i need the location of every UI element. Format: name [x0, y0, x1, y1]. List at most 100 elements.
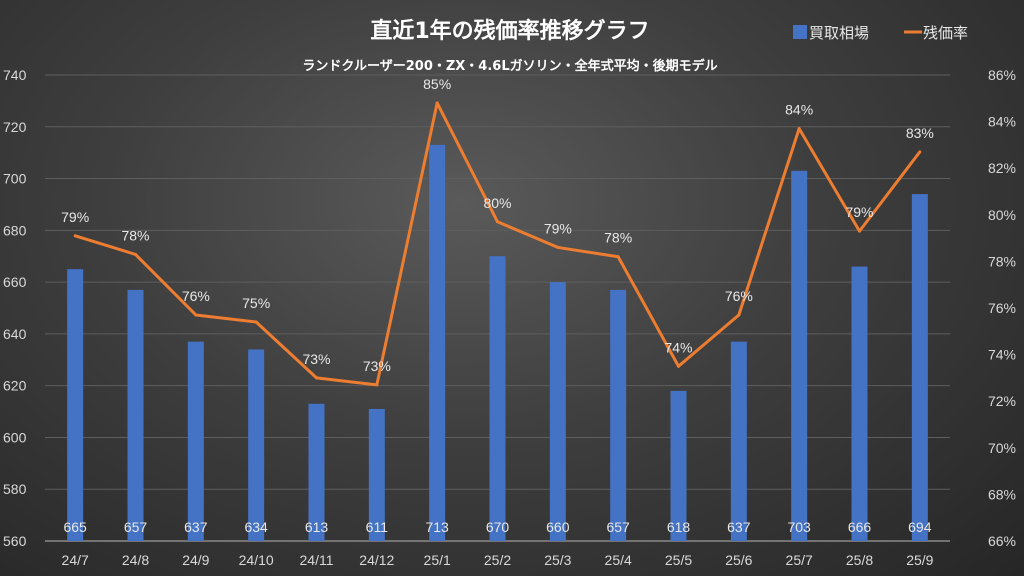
bar — [610, 289, 627, 541]
bar-data-label: 666 — [848, 519, 872, 535]
line-point — [435, 101, 439, 105]
line-point — [73, 234, 77, 238]
y-right-tick-label: 84% — [988, 114, 1016, 130]
line-series — [73, 101, 922, 387]
line-data-label: 79% — [61, 209, 89, 225]
bar-data-label: 637 — [184, 519, 208, 535]
bar — [187, 341, 204, 541]
x-tick-label: 24/10 — [239, 552, 274, 568]
bar — [549, 282, 566, 541]
y-right-tick-label: 68% — [988, 486, 1016, 502]
bar — [670, 390, 687, 541]
bar — [248, 349, 265, 541]
x-tick-label: 25/3 — [544, 552, 571, 568]
line-point — [858, 229, 861, 233]
x-tick-label: 24/8 — [122, 552, 149, 568]
line-data-label: 85% — [423, 76, 451, 92]
line-point — [918, 150, 922, 154]
line-data-label: 74% — [664, 339, 692, 355]
bar-data-label: 694 — [908, 519, 932, 535]
line-point — [556, 245, 560, 249]
bar — [911, 194, 928, 542]
bar-data-label: 665 — [63, 519, 87, 535]
line-point — [797, 127, 801, 131]
y-axis-left: 560 580 600 620 640 660 680 700 720 740 — [3, 67, 27, 549]
bar-data-label: 637 — [727, 519, 751, 535]
y-right-tick-label: 72% — [988, 393, 1016, 409]
line-point — [496, 220, 499, 224]
x-tick-label: 24/9 — [182, 552, 209, 568]
line-data-label: 83% — [906, 125, 934, 141]
x-tick-label: 24/12 — [359, 552, 394, 568]
line-data-label: 73% — [363, 358, 391, 374]
bar-data-label: 660 — [546, 519, 570, 535]
bar — [791, 170, 808, 542]
legend-swatch-bar — [793, 25, 807, 39]
bar-data-label: 657 — [124, 519, 148, 535]
y-right-tick-label: 76% — [988, 300, 1016, 316]
legend-label-bar: 買取相場 — [809, 24, 869, 42]
bar-series — [67, 144, 928, 542]
y-right-tick-label: 82% — [988, 160, 1016, 176]
bar-data-label: 611 — [366, 519, 389, 535]
line-data-labels: 79% 78% 76% 75% 73% 73% 85% 80% 79% 78% 74% 76% 84% 7… — [61, 76, 934, 374]
bar — [127, 289, 144, 541]
x-tick-label: 25/9 — [906, 552, 933, 568]
x-tick-label: 25/4 — [605, 552, 632, 568]
bar — [489, 256, 506, 541]
y-right-tick-label: 78% — [988, 253, 1016, 269]
line-data-label: 79% — [544, 220, 572, 236]
bar-data-label: 634 — [244, 519, 268, 535]
bar — [308, 403, 325, 541]
y-left-tick-label: 560 — [3, 533, 27, 549]
line-data-label: 84% — [785, 102, 813, 118]
y-right-tick-label: 66% — [988, 533, 1016, 549]
x-tick-label: 25/7 — [786, 552, 813, 568]
y-right-tick-label: 74% — [988, 347, 1016, 363]
y-right-tick-label: 86% — [988, 67, 1016, 83]
x-axis: 24/7 24/8 24/9 24/10 24/11 24/12 25/1 25/2 25/3 2… — [62, 552, 934, 568]
bar-data-label: 613 — [305, 519, 329, 535]
bar-data-label: 670 — [486, 519, 510, 535]
line-point — [194, 313, 198, 317]
y-left-tick-label: 580 — [3, 481, 27, 497]
bar-data-label: 703 — [787, 519, 811, 535]
y-right-tick-label: 80% — [988, 207, 1016, 223]
y-left-tick-label: 740 — [3, 67, 27, 83]
bar-data-label: 713 — [425, 519, 449, 535]
chart-subtitle: ランドクルーザー200・ZX・4.6Lガソリン・全年式平均・後期モデル — [302, 58, 717, 74]
line-point — [737, 313, 741, 317]
bar — [429, 144, 446, 541]
line-data-label: 78% — [121, 227, 149, 243]
x-tick-label: 25/8 — [846, 552, 873, 568]
line-data-label: 78% — [604, 230, 632, 246]
x-tick-label: 25/1 — [424, 552, 451, 568]
bar — [368, 408, 385, 541]
line-data-label: 76% — [725, 288, 753, 304]
bar-data-labels: 665 657 637 634 613 611 713 670 660 657 618 637 703 6… — [63, 519, 931, 535]
line-point — [616, 255, 620, 259]
line-data-label: 76% — [182, 288, 210, 304]
line-data-label: 80% — [483, 195, 511, 211]
bar — [851, 266, 868, 541]
line-data-label: 73% — [302, 351, 330, 367]
y-left-tick-label: 640 — [3, 326, 27, 342]
y-left-tick-label: 660 — [3, 274, 27, 290]
y-left-tick-label: 600 — [3, 429, 27, 445]
line-point — [315, 376, 318, 380]
x-tick-label: 25/5 — [665, 552, 692, 568]
legend: 買取相場 残価率 — [793, 24, 968, 42]
line-point — [254, 320, 258, 324]
line-point — [677, 364, 680, 368]
x-tick-label: 25/2 — [484, 552, 511, 568]
y-left-tick-label: 700 — [3, 171, 27, 187]
x-tick-label: 25/6 — [725, 552, 752, 568]
line-point — [375, 383, 379, 387]
bar-data-label: 618 — [667, 519, 691, 535]
y-right-tick-label: 70% — [988, 440, 1016, 456]
y-left-tick-label: 620 — [3, 378, 27, 394]
bar — [730, 341, 747, 541]
line-point — [134, 252, 137, 256]
